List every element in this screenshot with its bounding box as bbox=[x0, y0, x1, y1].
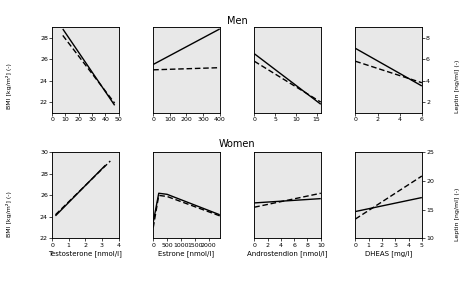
Text: Women: Women bbox=[219, 139, 255, 149]
Text: BMI [kg/m²] (-): BMI [kg/m²] (-) bbox=[7, 192, 12, 238]
X-axis label: Testosterone [nmol/l]: Testosterone [nmol/l] bbox=[48, 250, 122, 257]
X-axis label: Androstendion [nmol/l]: Androstendion [nmol/l] bbox=[247, 250, 328, 257]
Text: Men: Men bbox=[227, 16, 247, 27]
Text: Leptin [ng/ml] (-): Leptin [ng/ml] (-) bbox=[455, 60, 460, 113]
X-axis label: Estrone [nmol/l]: Estrone [nmol/l] bbox=[158, 250, 215, 257]
X-axis label: DHEAS [mg/l]: DHEAS [mg/l] bbox=[365, 250, 412, 257]
Text: BMI [kg/m²] (-): BMI [kg/m²] (-) bbox=[7, 63, 12, 109]
Text: Leptin [ng/ml] (-): Leptin [ng/ml] (-) bbox=[455, 188, 460, 241]
